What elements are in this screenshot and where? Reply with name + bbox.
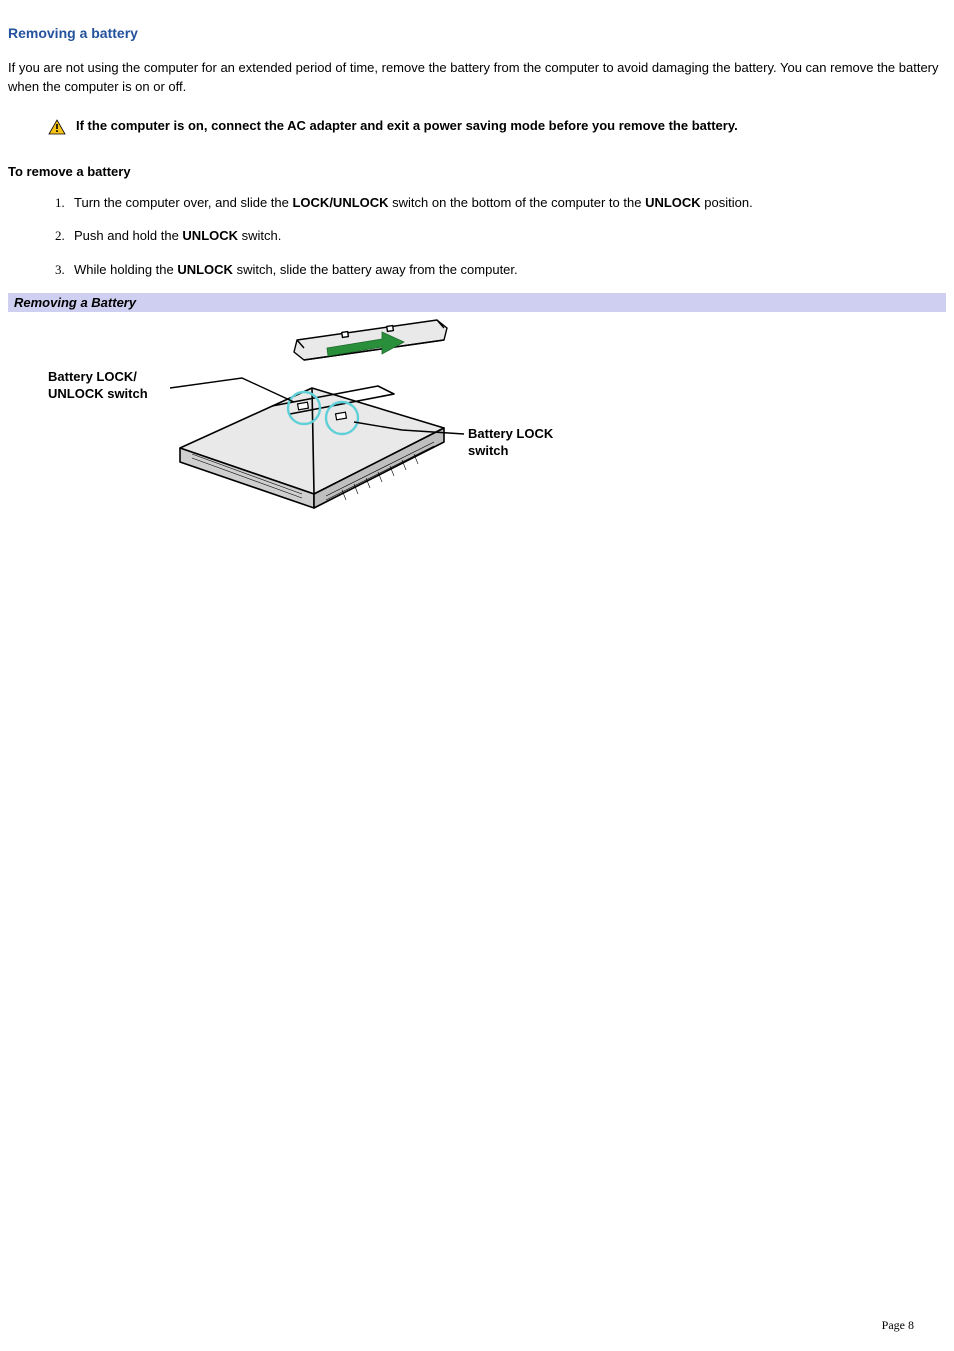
step-1: Turn the computer over, and slide the LO… <box>68 193 946 213</box>
step-bold: UNLOCK <box>182 228 238 243</box>
figure-diagram: Battery Battery LOCK/ UNLOCK switch Batt… <box>8 312 946 518</box>
warning-icon <box>48 119 66 140</box>
step-bold: LOCK/UNLOCK <box>292 195 388 210</box>
step-2: Push and hold the UNLOCK switch. <box>68 226 946 246</box>
step-text: switch on the bottom of the computer to … <box>389 195 646 210</box>
step-text: Turn the computer over, and slide the <box>74 195 292 210</box>
step-text: Push and hold the <box>74 228 182 243</box>
diagram-battery <box>294 320 447 360</box>
step-text: position. <box>701 195 753 210</box>
step-3: While holding the UNLOCK switch, slide t… <box>68 260 946 280</box>
step-text: switch. <box>238 228 281 243</box>
diagram-laptop-base <box>180 386 444 508</box>
section-heading: Removing a battery <box>8 25 946 41</box>
warning-callout: If the computer is on, connect the AC ad… <box>48 117 946 140</box>
steps-list: Turn the computer over, and slide the LO… <box>8 193 946 280</box>
step-bold: UNLOCK <box>177 262 233 277</box>
step-bold: UNLOCK <box>645 195 701 210</box>
diagram-label-left-1: Battery LOCK/ <box>48 369 137 384</box>
step-text: switch, slide the battery away from the … <box>233 262 518 277</box>
step-text: While holding the <box>74 262 177 277</box>
intro-paragraph: If you are not using the computer for an… <box>8 59 946 97</box>
warning-text: If the computer is on, connect the AC ad… <box>76 117 738 135</box>
diagram-label-right-2: switch <box>468 443 509 458</box>
diagram-label-right-1: Battery LOCK <box>468 426 554 441</box>
page-number: Page 8 <box>882 1318 914 1333</box>
figure-caption: Removing a Battery <box>8 293 946 312</box>
procedure-heading: To remove a battery <box>8 164 946 179</box>
diagram-label-left-2: UNLOCK switch <box>48 386 148 401</box>
